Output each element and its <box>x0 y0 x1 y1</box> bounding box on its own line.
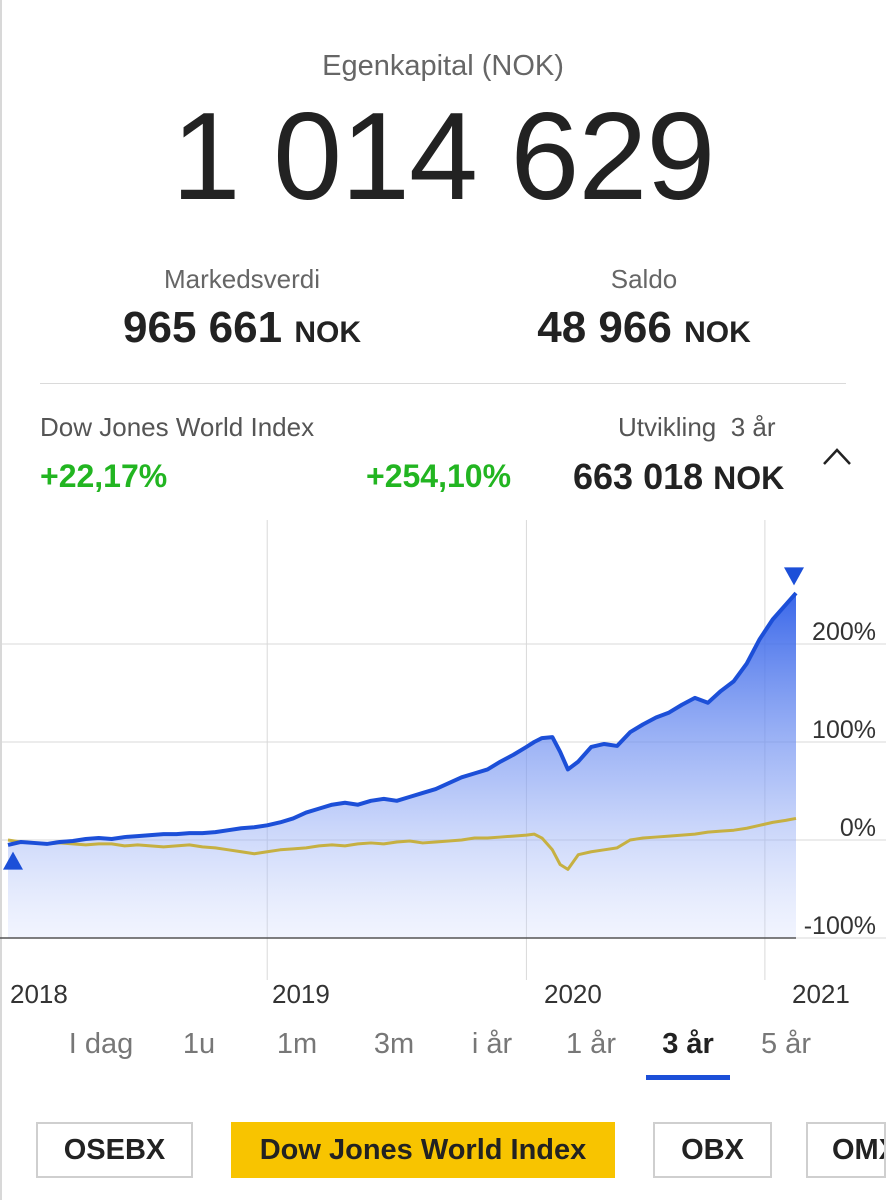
y-tick-label: 0% <box>840 814 876 842</box>
development-unit: NOK <box>713 460 785 496</box>
market-value-amount: 965 661 NOK <box>32 303 452 353</box>
equity-value: 1 014 629 <box>171 88 716 226</box>
index-button[interactable]: OMX <box>806 1122 886 1178</box>
index-line <box>7 816 797 871</box>
performance-chart: 200% 100% 0% -100% 2018 2019 2020 2021 <box>0 520 886 1009</box>
period-tab[interactable]: 5 år <box>761 1028 811 1060</box>
market-value-number: 965 661 <box>123 303 283 352</box>
period-tab[interactable]: 1 år <box>566 1028 616 1060</box>
period-tab[interactable]: 1m <box>276 1028 318 1060</box>
period-tab[interactable]: 1u <box>182 1028 216 1060</box>
index-button[interactable]: Dow Jones World Index <box>231 1122 615 1178</box>
development-value: 663 018 <box>573 456 704 497</box>
portfolio-change-percent: +254,10% <box>366 458 512 494</box>
development-label: Utvikling <box>618 412 717 442</box>
active-period-underline <box>646 1075 730 1080</box>
end-marker <box>784 567 804 586</box>
market-value-unit: NOK <box>294 316 361 349</box>
balance-unit: NOK <box>684 316 751 349</box>
portfolio-line <box>7 591 798 847</box>
y-tick-label: -100% <box>804 912 876 940</box>
index-change-percent: +22,17% <box>40 458 168 494</box>
period-tab[interactable]: I dag <box>68 1028 134 1060</box>
chevron-up-icon[interactable] <box>822 444 852 468</box>
development-label-row: Utvikling 3 år <box>618 412 776 443</box>
development-period: 3 år <box>730 412 776 442</box>
equity-label: Egenkapital (NOK) <box>322 50 564 82</box>
y-tick-label: 200% <box>812 618 876 646</box>
section-divider <box>40 383 846 384</box>
balance-label: Saldo <box>610 264 678 294</box>
period-selector: I dag 1u 1m 3m i år 1 år 3 år 5 år <box>0 1028 886 1088</box>
x-tick-label: 2020 <box>544 979 602 1009</box>
x-tick-label: 2019 <box>272 979 330 1009</box>
balance-number: 48 966 <box>537 303 672 352</box>
period-tab[interactable]: 3 år <box>662 1028 714 1060</box>
x-tick-label: 2021 <box>792 979 850 1009</box>
y-tick-label: 100% <box>812 716 876 744</box>
balance-amount: 48 966 NOK <box>434 303 854 353</box>
index-button[interactable]: OBX <box>653 1122 772 1178</box>
market-value-label: Markedsverdi <box>163 264 321 294</box>
balance-stat: Saldo 48 966 NOK <box>434 264 854 353</box>
development-amount: 663 018 NOK <box>573 456 784 498</box>
left-edge-rule <box>0 0 2 1200</box>
start-marker <box>3 851 23 870</box>
index-button[interactable]: OSEBX <box>36 1122 193 1178</box>
comparison-index-name: Dow Jones World Index <box>40 412 315 442</box>
period-tab[interactable]: 3m <box>373 1028 415 1060</box>
portfolio-area <box>8 593 796 938</box>
market-value-stat: Markedsverdi 965 661 NOK <box>32 264 452 353</box>
period-tab[interactable]: i år <box>471 1028 513 1060</box>
x-tick-label: 2018 <box>10 979 68 1009</box>
